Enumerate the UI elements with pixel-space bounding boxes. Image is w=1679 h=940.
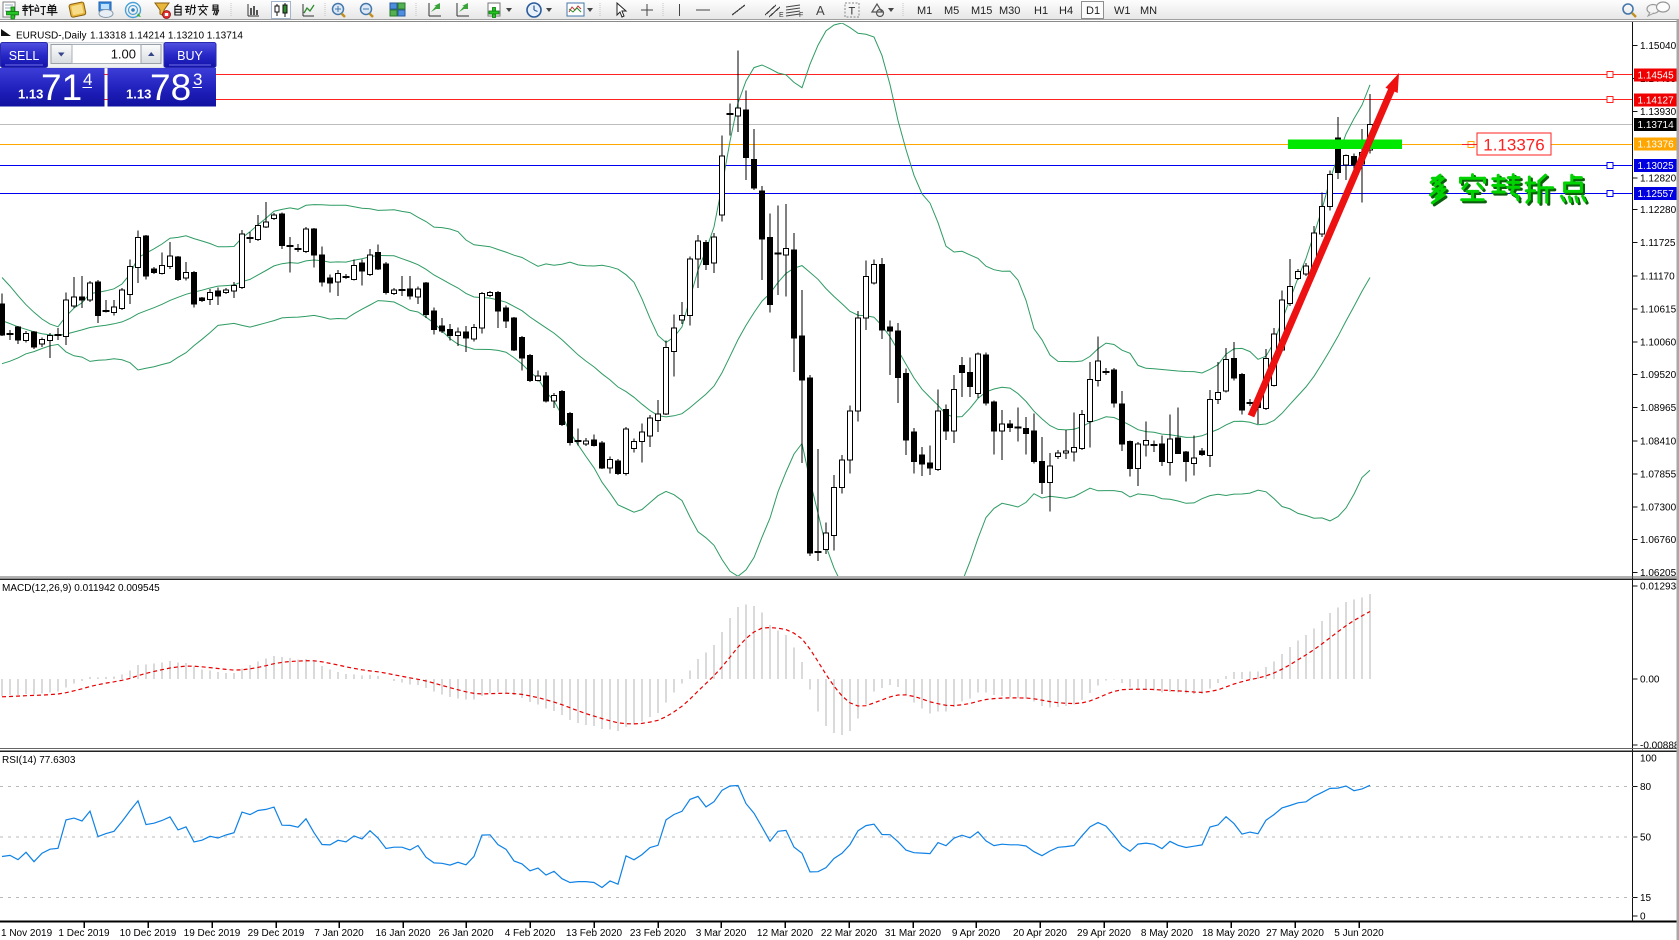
- svg-text:MN: MN: [1140, 5, 1157, 17]
- svg-text:0.012934: 0.012934: [1640, 582, 1679, 593]
- svg-text:D1: D1: [1086, 5, 1100, 17]
- svg-text:12 Mar 2020: 12 Mar 2020: [757, 928, 814, 939]
- svg-text:26 Jan 2020: 26 Jan 2020: [438, 928, 493, 939]
- svg-text:7 Jan 2020: 7 Jan 2020: [314, 928, 364, 939]
- svg-text:1.07300: 1.07300: [1640, 503, 1677, 514]
- svg-text:27 May 2020: 27 May 2020: [1266, 928, 1324, 939]
- svg-text:1.11170: 1.11170: [1640, 271, 1675, 282]
- svg-text:23 Feb 2020: 23 Feb 2020: [630, 928, 687, 939]
- svg-text:1.13318 1.14214 1.13210 1.1371: 1.13318 1.14214 1.13210 1.13714: [90, 31, 243, 42]
- svg-text:F: F: [799, 12, 803, 19]
- svg-text:1.13376: 1.13376: [1483, 136, 1544, 155]
- svg-text:1.06760: 1.06760: [1640, 535, 1677, 546]
- svg-text:1.13: 1.13: [18, 87, 43, 102]
- svg-text:1.08965: 1.08965: [1640, 403, 1677, 414]
- svg-text:M5: M5: [944, 5, 959, 17]
- svg-text:1.13930: 1.13930: [1640, 107, 1677, 118]
- svg-text:T: T: [849, 6, 856, 18]
- svg-text:80: 80: [1640, 782, 1652, 793]
- svg-text:31 Mar 2020: 31 Mar 2020: [885, 928, 942, 939]
- svg-text:1 Dec 2019: 1 Dec 2019: [58, 928, 110, 939]
- svg-text:9 Apr 2020: 9 Apr 2020: [952, 928, 1001, 939]
- svg-text:H1: H1: [1034, 5, 1048, 17]
- svg-text:3 Mar 2020: 3 Mar 2020: [696, 928, 747, 939]
- svg-text:M30: M30: [999, 5, 1020, 17]
- svg-text:1.09520: 1.09520: [1640, 370, 1677, 381]
- svg-text:29 Dec 2019: 29 Dec 2019: [248, 928, 305, 939]
- svg-text:RSI(14) 77.6303: RSI(14) 77.6303: [2, 755, 76, 766]
- svg-text:1.11725: 1.11725: [1640, 238, 1676, 249]
- svg-text:1.15040: 1.15040: [1640, 41, 1677, 52]
- svg-text:1.10615: 1.10615: [1640, 305, 1677, 316]
- svg-text:-0.008884: -0.008884: [1640, 741, 1679, 752]
- svg-text:1.00: 1.00: [111, 47, 136, 62]
- svg-text:13 Feb 2020: 13 Feb 2020: [566, 928, 623, 939]
- svg-text:M15: M15: [971, 5, 992, 17]
- svg-text:16 Jan 2020: 16 Jan 2020: [375, 928, 430, 939]
- svg-text:5 Jun 2020: 5 Jun 2020: [1334, 928, 1384, 939]
- svg-text:1.08410: 1.08410: [1640, 436, 1677, 447]
- svg-text:1.12820: 1.12820: [1640, 173, 1677, 184]
- svg-text:1.10060: 1.10060: [1640, 338, 1677, 349]
- svg-text:1.12557: 1.12557: [1638, 189, 1675, 200]
- svg-text:10 Dec 2019: 10 Dec 2019: [120, 928, 177, 939]
- svg-text:18 May 2020: 18 May 2020: [1202, 928, 1260, 939]
- svg-text:1.07855: 1.07855: [1640, 470, 1677, 481]
- svg-text:0.00: 0.00: [1640, 675, 1660, 686]
- svg-text:4: 4: [83, 70, 92, 89]
- svg-text:71: 71: [41, 67, 82, 108]
- svg-text:78: 78: [150, 67, 191, 108]
- svg-text:1.12280: 1.12280: [1640, 205, 1677, 216]
- svg-text:1.06205: 1.06205: [1640, 568, 1677, 579]
- svg-text:4 Feb 2020: 4 Feb 2020: [505, 928, 556, 939]
- svg-text:20 Apr 2020: 20 Apr 2020: [1013, 928, 1067, 939]
- svg-text:0: 0: [1640, 912, 1646, 923]
- svg-text:1.13025: 1.13025: [1638, 161, 1675, 172]
- svg-text:50: 50: [1640, 833, 1652, 844]
- svg-text:15: 15: [1640, 893, 1652, 904]
- svg-text:W1: W1: [1114, 5, 1131, 17]
- svg-text:1.14127: 1.14127: [1638, 95, 1675, 106]
- svg-text:1.13714: 1.13714: [1638, 120, 1675, 131]
- svg-text:100: 100: [1640, 754, 1657, 765]
- svg-text:M1: M1: [917, 5, 932, 17]
- svg-text:3: 3: [193, 70, 202, 89]
- svg-text:MACD(12,26,9) 0.011942 0.00954: MACD(12,26,9) 0.011942 0.009545: [2, 583, 160, 594]
- svg-text:H4: H4: [1059, 5, 1073, 17]
- svg-text:1 Nov 2019: 1 Nov 2019: [1, 928, 53, 939]
- svg-text:BUY: BUY: [177, 49, 203, 63]
- svg-text:19 Dec 2019: 19 Dec 2019: [184, 928, 241, 939]
- svg-text:A: A: [816, 3, 825, 18]
- svg-text:SELL: SELL: [9, 49, 40, 63]
- svg-text:1.14545: 1.14545: [1638, 70, 1675, 81]
- svg-text:1.13: 1.13: [126, 87, 151, 102]
- svg-text:1.13376: 1.13376: [1638, 140, 1675, 151]
- svg-text:EURUSD-,Daily: EURUSD-,Daily: [16, 31, 87, 42]
- svg-text:8 May 2020: 8 May 2020: [1141, 928, 1194, 939]
- svg-text:E: E: [779, 12, 784, 19]
- svg-text:22 Mar 2020: 22 Mar 2020: [821, 928, 878, 939]
- svg-text:29 Apr 2020: 29 Apr 2020: [1077, 928, 1131, 939]
